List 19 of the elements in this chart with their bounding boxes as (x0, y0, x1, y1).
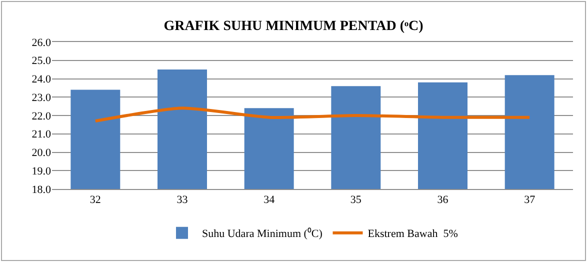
x-tick-label: 37 (524, 194, 536, 206)
y-tick-label: 19.0 (32, 165, 52, 178)
y-tick-label: 21.0 (32, 128, 52, 141)
x-tick-label: 32 (90, 194, 101, 206)
line-series (94, 106, 532, 123)
chart-title: GRAFIK SUHU MINIMUM PENTAD (ᵒC) (164, 18, 424, 34)
x-tick-label: 35 (350, 194, 362, 206)
x-tick-label: 34 (264, 194, 276, 206)
y-tick-label: 26.0 (32, 36, 52, 49)
y-tick-label: 25.0 (32, 55, 52, 68)
legend-label: Suhu Udara Minimum (⁰C) (202, 227, 323, 240)
y-tick-label: 24.0 (32, 74, 52, 86)
y-tick-label: 22.0 (32, 110, 52, 122)
y-tick-label: 23.0 (32, 92, 52, 104)
y-tick-label: 20.0 (32, 147, 52, 160)
x-tick-label: 36 (437, 194, 449, 206)
x-tick-label: 33 (176, 194, 188, 206)
legend-label: Ekstrem Bawah 5% (368, 228, 458, 240)
y-tick-label: 18.0 (32, 184, 52, 196)
